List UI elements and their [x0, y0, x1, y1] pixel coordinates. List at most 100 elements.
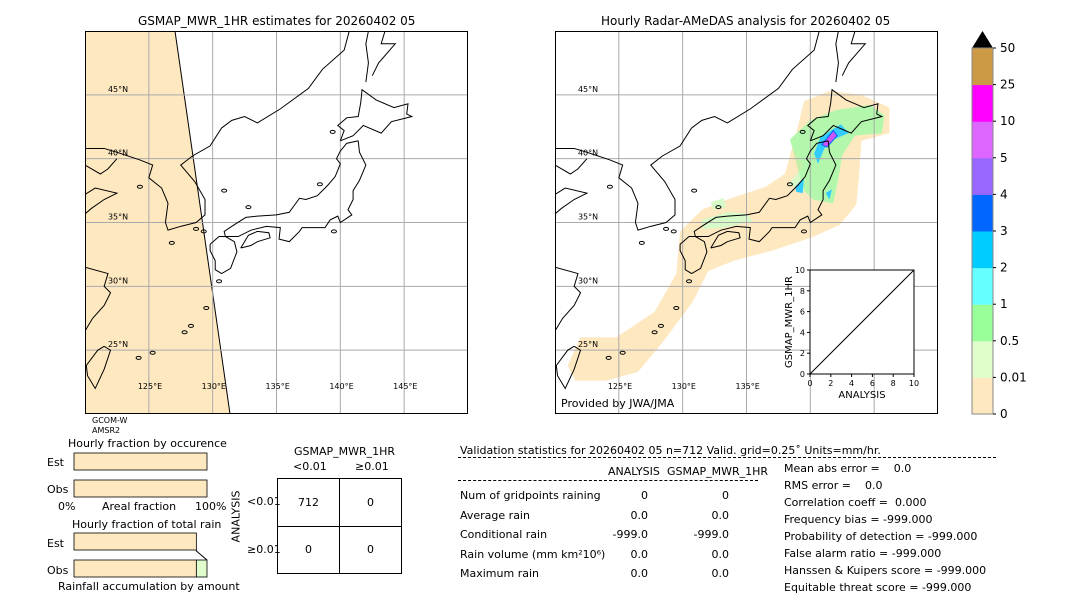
- coastline-sakhalin: [835, 31, 839, 83]
- obs-bar-segment: [73, 559, 197, 578]
- island: [638, 240, 645, 245]
- stat-gsmap: 0.0: [711, 547, 730, 561]
- island: [168, 240, 175, 245]
- island: [245, 205, 252, 210]
- island: [619, 350, 626, 355]
- cell-fn: 0: [305, 543, 312, 556]
- rain-area-blue: [814, 124, 849, 164]
- island: [330, 229, 337, 234]
- colorbar-segment: [972, 304, 993, 342]
- lat-label: 30°N: [578, 276, 598, 285]
- colorbar-label: 5: [1000, 151, 1008, 165]
- x-tick-label: 0: [807, 379, 812, 388]
- stat-gsmap: 0.0: [711, 567, 730, 580]
- lon-label: 135°E: [266, 382, 290, 391]
- colorbar-label: 3: [1000, 224, 1008, 238]
- lon-label: 145°E: [393, 382, 417, 391]
- coastline-kyushu: [679, 236, 708, 275]
- rain-area-blue: [795, 177, 804, 194]
- lat-label: 40°N: [578, 149, 598, 158]
- colorbar-label: 1: [1000, 297, 1008, 311]
- contingency-col-header: ≥0.01: [355, 460, 389, 473]
- coastline-china2: [85, 266, 112, 332]
- colorbar-segment: [972, 84, 993, 122]
- cell-tn: 712: [298, 496, 319, 509]
- occurrence-est-label: Est: [47, 456, 64, 469]
- stat-analysis: -999.0: [612, 528, 648, 541]
- lon-label: 130°E: [672, 382, 696, 391]
- island: [149, 350, 156, 355]
- island: [193, 226, 200, 231]
- island: [606, 184, 613, 189]
- island: [663, 226, 670, 231]
- occurrence-bars: [73, 452, 208, 498]
- stat-gsmap: 0.0: [711, 508, 730, 522]
- coastline-hokkaido: [336, 88, 414, 142]
- coastline-sakhalin: [365, 31, 369, 83]
- y-tick-label: 8: [800, 287, 805, 296]
- colorbar-segment: [972, 194, 993, 232]
- contingency-row-header: <0.01: [247, 495, 281, 508]
- lat-label: 40°N: [108, 149, 128, 158]
- stat-label: Maximum rain: [460, 567, 539, 580]
- colorbar-segment: [972, 48, 993, 86]
- score-line: False alarm ratio = -999.000: [784, 547, 942, 560]
- lat-label: 35°N: [578, 213, 598, 222]
- lat-label: 35°N: [108, 213, 128, 222]
- coastline-korea: [555, 31, 820, 231]
- coastline-honshu: [223, 140, 367, 243]
- rain-area-blue: [825, 189, 833, 200]
- island: [135, 355, 142, 360]
- coastline-sakhalin2: [371, 31, 397, 76]
- stat-label: Rain volume (mm km²10⁶): [460, 547, 606, 561]
- x-tick-label: 4: [849, 379, 854, 388]
- score-line: Frequency bias = -999.000: [784, 513, 933, 526]
- map-frame: [85, 31, 468, 414]
- y-tick-label: 4: [800, 328, 805, 337]
- coastline-sakhalin2: [841, 31, 867, 76]
- score-line: Probability of detection = -999.000: [784, 530, 978, 543]
- lat-label: 30°N: [108, 276, 128, 285]
- score-line: Equitable threat score = -999.000: [784, 581, 972, 594]
- x-tick-label: 10: [909, 379, 919, 388]
- est-bar-segment: [73, 532, 197, 551]
- stat-gsmap: 0: [722, 489, 729, 502]
- stat-label: Average rain: [460, 508, 530, 522]
- lon-label: 140°E: [329, 382, 353, 391]
- x-tick-label: 2: [828, 379, 833, 388]
- stat-analysis: 0.0: [630, 508, 649, 522]
- lat-label: 25°N: [108, 340, 128, 349]
- coastline-china: [555, 187, 589, 223]
- colorbar-extend-arrow: [972, 31, 993, 48]
- island: [786, 182, 793, 187]
- stat-label: Num of gridpoints raining: [460, 489, 601, 502]
- colorbar-segment: [972, 121, 993, 159]
- inset-ylabel: GSMAP_MWR_1HR: [784, 276, 795, 368]
- colorbar-label: 2: [1000, 261, 1008, 275]
- x-tick-label: 8: [891, 379, 896, 388]
- occurrence-axis-label: Areal fraction: [102, 500, 177, 513]
- one-to-one-line: [809, 269, 915, 375]
- occurrence-axis-left: 0%: [58, 500, 76, 513]
- score-line: RMS error = 0.0: [784, 479, 883, 492]
- island: [216, 279, 223, 284]
- obs-bar-segment: [73, 479, 208, 498]
- stat-analysis: 0.0: [630, 567, 649, 580]
- coastline-kyushu: [209, 236, 238, 275]
- y-tick-label: 2: [800, 349, 805, 358]
- colorbar-label: 50: [1000, 41, 1015, 55]
- colorbar: 0 0.01 0.5 1 2 3 4 5 10 25 50: [971, 31, 1027, 421]
- contingency-col-header: <0.01: [293, 460, 327, 473]
- inset-scatter: 00 2 2 4 4 6 6 8 8 10 10 ANALYSIS GSMAP_MWR_1HR: [784, 266, 919, 401]
- island: [715, 205, 722, 210]
- x-tick-label: 6: [870, 379, 875, 388]
- sensor-line2: AMSR2: [92, 426, 121, 435]
- island: [651, 330, 658, 335]
- island: [181, 330, 188, 335]
- colorbar-segment: [972, 340, 993, 378]
- score-line: Correlation coeff = 0.000: [784, 496, 927, 509]
- col-gsmap: GSMAP_MWR_1HR: [667, 465, 769, 478]
- coastline-shikoku: [240, 230, 271, 249]
- lon-label: 125°E: [608, 382, 632, 391]
